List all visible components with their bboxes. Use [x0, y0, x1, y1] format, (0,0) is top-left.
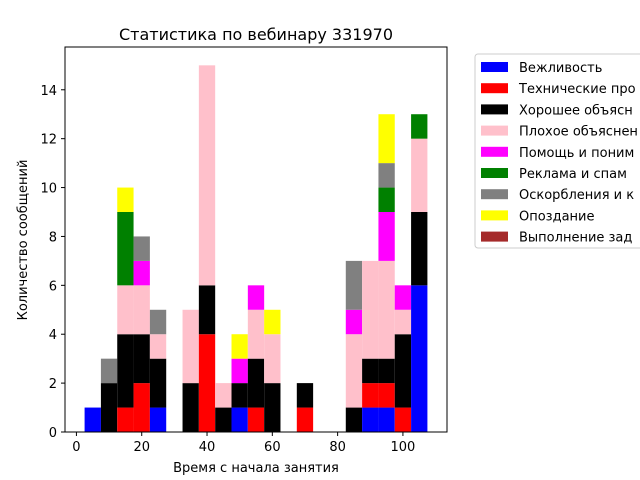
bar-segment-4-bin-10 — [248, 285, 264, 309]
bar-segment-3-bin-6 — [183, 310, 199, 383]
bar-segment-7-bin-2 — [117, 188, 133, 212]
legend-label-5: Реклама и спам — [519, 167, 627, 182]
bar-segment-6-bin-18 — [378, 163, 394, 187]
legend-swatch-7 — [481, 210, 508, 220]
bar-segment-3-bin-3 — [134, 285, 150, 334]
bar-segment-2-bin-3 — [134, 334, 150, 383]
bar-segment-2-bin-16 — [346, 408, 362, 432]
y-tick-label-6: 12 — [40, 133, 57, 148]
bar-segment-3-bin-17 — [362, 261, 378, 359]
y-axis-label: Количество сообщений — [16, 160, 31, 321]
bar-segment-0-bin-9 — [232, 408, 248, 432]
legend-label-8: Выполнение зад — [519, 231, 632, 246]
legend-swatch-8 — [481, 232, 508, 242]
y-tick-label-0: 0 — [49, 426, 57, 441]
legend-label-3: Плохое объяснен — [519, 125, 638, 140]
legend-swatch-6 — [481, 189, 508, 199]
bar-segment-5-bin-18 — [378, 188, 394, 212]
y-tick-label-2: 4 — [49, 328, 57, 343]
bar-segment-1-bin-2 — [117, 408, 133, 432]
legend-label-2: Хорошее объясн — [519, 103, 633, 118]
bar-segment-1-bin-19 — [395, 408, 411, 432]
legend-swatch-1 — [481, 83, 508, 93]
bar-segment-3-bin-16 — [346, 334, 362, 407]
bar-segment-5-bin-20 — [411, 114, 427, 138]
y-tick-label-7: 14 — [40, 84, 57, 99]
bar-segment-1-bin-3 — [134, 383, 150, 432]
x-tick-label-5: 100 — [391, 440, 416, 455]
bar-segment-0-bin-17 — [362, 408, 378, 432]
bar-segment-3-bin-4 — [150, 334, 166, 358]
legend-label-7: Опоздание — [519, 209, 595, 224]
bar-segment-1-bin-7 — [199, 334, 215, 432]
legend-swatch-5 — [481, 168, 508, 178]
x-tick-label-3: 60 — [264, 440, 281, 455]
y-tick-label-1: 2 — [49, 377, 57, 392]
bar-segment-1-bin-17 — [362, 383, 378, 407]
bar-segment-3-bin-2 — [117, 285, 133, 334]
bar-segment-3-bin-11 — [264, 334, 280, 383]
bar-segment-4-bin-19 — [395, 285, 411, 309]
bar-segment-2-bin-19 — [395, 334, 411, 407]
chart-title: Статистика по вебинару 331970 — [119, 25, 393, 44]
bar-segment-6-bin-3 — [134, 236, 150, 260]
bar-segment-3-bin-10 — [248, 310, 264, 359]
legend-label-6: Оскорбления и к — [519, 188, 634, 203]
legend-label-4: Помощь и поним — [519, 146, 634, 161]
bar-segment-4-bin-3 — [134, 261, 150, 285]
bar-segment-7-bin-9 — [232, 334, 248, 358]
bar-segment-2-bin-20 — [411, 212, 427, 285]
legend-swatch-2 — [481, 104, 508, 114]
y-tick-label-4: 8 — [49, 230, 57, 245]
bar-segment-1-bin-10 — [248, 408, 264, 432]
bar-segment-2-bin-10 — [248, 359, 264, 408]
bar-segment-2-bin-7 — [199, 285, 215, 334]
bar-segment-2-bin-2 — [117, 334, 133, 407]
bar-segment-3-bin-19 — [395, 310, 411, 334]
legend-label-0: Вежливость — [519, 61, 602, 76]
bar-segment-2-bin-11 — [264, 383, 280, 432]
bar-segment-6-bin-16 — [346, 261, 362, 310]
bar-segment-2-bin-8 — [215, 408, 231, 432]
bar-segment-3-bin-18 — [378, 261, 394, 359]
bar-segment-3-bin-20 — [411, 139, 427, 212]
bar-segment-6-bin-1 — [101, 359, 117, 383]
bar-segment-2-bin-17 — [362, 359, 378, 383]
bar-segment-2-bin-4 — [150, 359, 166, 408]
bar-segment-3-bin-7 — [199, 65, 215, 285]
bar-segment-6-bin-4 — [150, 310, 166, 334]
bar-segment-0-bin-0 — [85, 408, 101, 432]
bar-segment-0-bin-4 — [150, 408, 166, 432]
bar-segment-3-bin-8 — [215, 383, 231, 407]
bar-segment-4-bin-9 — [232, 359, 248, 383]
bar-segment-4-bin-16 — [346, 310, 362, 334]
bar-segment-2-bin-9 — [232, 383, 248, 407]
bar-segment-4-bin-18 — [378, 212, 394, 261]
legend-swatch-0 — [481, 62, 508, 72]
y-tick-label-5: 10 — [40, 182, 57, 197]
bar-segment-7-bin-11 — [264, 310, 280, 334]
x-axis-label: Время с начала занятия — [173, 461, 339, 476]
x-tick-label-1: 20 — [133, 440, 150, 455]
legend-swatch-3 — [481, 126, 508, 136]
bar-segment-2-bin-13 — [297, 383, 313, 407]
x-tick-label-0: 0 — [72, 440, 80, 455]
y-tick-label-3: 6 — [49, 279, 57, 294]
bar-segment-1-bin-13 — [297, 408, 313, 432]
bar-segment-2-bin-18 — [378, 359, 394, 383]
bar-segment-0-bin-20 — [411, 285, 427, 432]
bar-segment-2-bin-6 — [183, 383, 199, 432]
x-tick-label-4: 80 — [329, 440, 346, 455]
x-tick-label-2: 40 — [199, 440, 216, 455]
bar-segment-2-bin-1 — [101, 383, 117, 432]
bar-segment-1-bin-18 — [378, 383, 394, 407]
legend-label-1: Технические про — [518, 82, 636, 97]
bar-segment-7-bin-18 — [378, 114, 394, 163]
legend: Вежливость Технические про Хорошее объясн П… — [475, 54, 640, 248]
bar-segment-0-bin-18 — [378, 408, 394, 432]
legend-swatch-4 — [481, 147, 508, 157]
bar-segment-5-bin-2 — [117, 212, 133, 285]
